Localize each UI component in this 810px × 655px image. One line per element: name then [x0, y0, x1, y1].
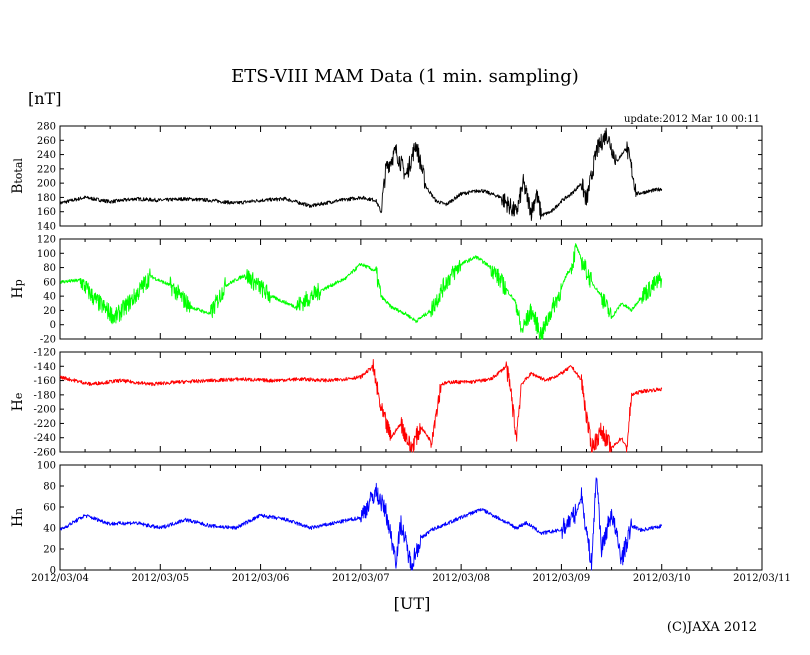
y-axis-label: Btotal: [10, 158, 26, 194]
panel-frame: [59, 464, 763, 571]
y-tick-label: -160: [34, 376, 56, 387]
y-tick-label: 60: [43, 277, 56, 288]
y-tick-label: 80: [43, 263, 56, 274]
y-tick-label: -120: [34, 348, 56, 359]
y-tick-label: -200: [34, 405, 56, 416]
y-tick-label: 220: [37, 164, 56, 175]
y-tick-label: 20: [43, 545, 56, 556]
y-axis-label: Hn: [10, 508, 26, 527]
x-tick-label: 2012/03/11: [733, 573, 791, 584]
y-tick-label: 100: [37, 461, 56, 472]
x-tick-label: 2012/03/10: [633, 573, 691, 584]
y-tick-label: 240: [37, 150, 56, 161]
y-tick-label: -220: [34, 419, 56, 430]
y-axis-label: He: [10, 393, 26, 412]
copyright-notice: (C)JAXA 2012: [666, 620, 757, 635]
x-axis: 2012/03/04 2012/03/05 2012/03/06 2012/03/07…: [31, 573, 791, 584]
x-tick-label: 2012/03/05: [131, 573, 189, 584]
y-tick-label: 40: [43, 292, 56, 303]
y-tick-label: 260: [37, 136, 56, 147]
x-tick-label: 2012/03/09: [533, 573, 591, 584]
y-tick-label: 0: [50, 320, 56, 331]
y-tick-label: 280: [37, 122, 56, 133]
series-line-hp: [59, 243, 663, 340]
y-tick-label: 140: [37, 222, 56, 233]
panel-hn: 100 80 60 40 20 0 Hn: [10, 461, 763, 577]
panel-frame: [59, 351, 763, 453]
series-line-btotal: [59, 127, 663, 221]
y-tick-label: 100: [37, 249, 56, 260]
x-tick-label: 2012/03/04: [31, 573, 89, 584]
series-line-he: [59, 358, 663, 453]
y-tick-label: 40: [43, 524, 56, 535]
y-tick-label: 200: [37, 179, 56, 190]
series-line-hn: [59, 477, 663, 571]
panel-hp: 120 100 80 60 40 20 0 -20 Hp: [10, 235, 763, 346]
panel-btotal: 280 260 240 220 200 180 160 140 Btotal: [10, 122, 763, 233]
y-tick-label: 180: [37, 193, 56, 204]
y-tick-label: 80: [43, 482, 56, 493]
y-tick-label: 60: [43, 503, 56, 514]
x-tick-label: 2012/03/08: [432, 573, 490, 584]
chart-title: ETS-VIII MAM Data (1 min. sampling): [231, 66, 579, 87]
panel-frame: [59, 238, 763, 340]
y-tick-label: -140: [34, 362, 56, 373]
y-axis-label: Hp: [10, 279, 26, 298]
panel-he: -120 -140 -160 -180 -200 -220 -240 -260 He: [10, 348, 763, 459]
panel-frame: [59, 125, 763, 227]
y-tick-label: 20: [43, 306, 56, 317]
y-tick-label: 120: [37, 235, 56, 246]
y-tick-label: -20: [40, 335, 56, 346]
y-tick-label: -240: [34, 433, 56, 444]
x-tick-label: 2012/03/06: [232, 573, 290, 584]
x-tick-label: 2012/03/07: [332, 573, 390, 584]
unit-label: [nT]: [28, 89, 62, 108]
update-timestamp: update:2012 Mar 10 00:11: [623, 114, 760, 125]
y-tick-label: -180: [34, 390, 56, 401]
y-tick-label: -260: [34, 448, 56, 459]
x-axis-label: [UT]: [393, 594, 431, 613]
y-tick-label: 160: [37, 207, 56, 218]
y-tick-label: 0: [50, 566, 56, 577]
